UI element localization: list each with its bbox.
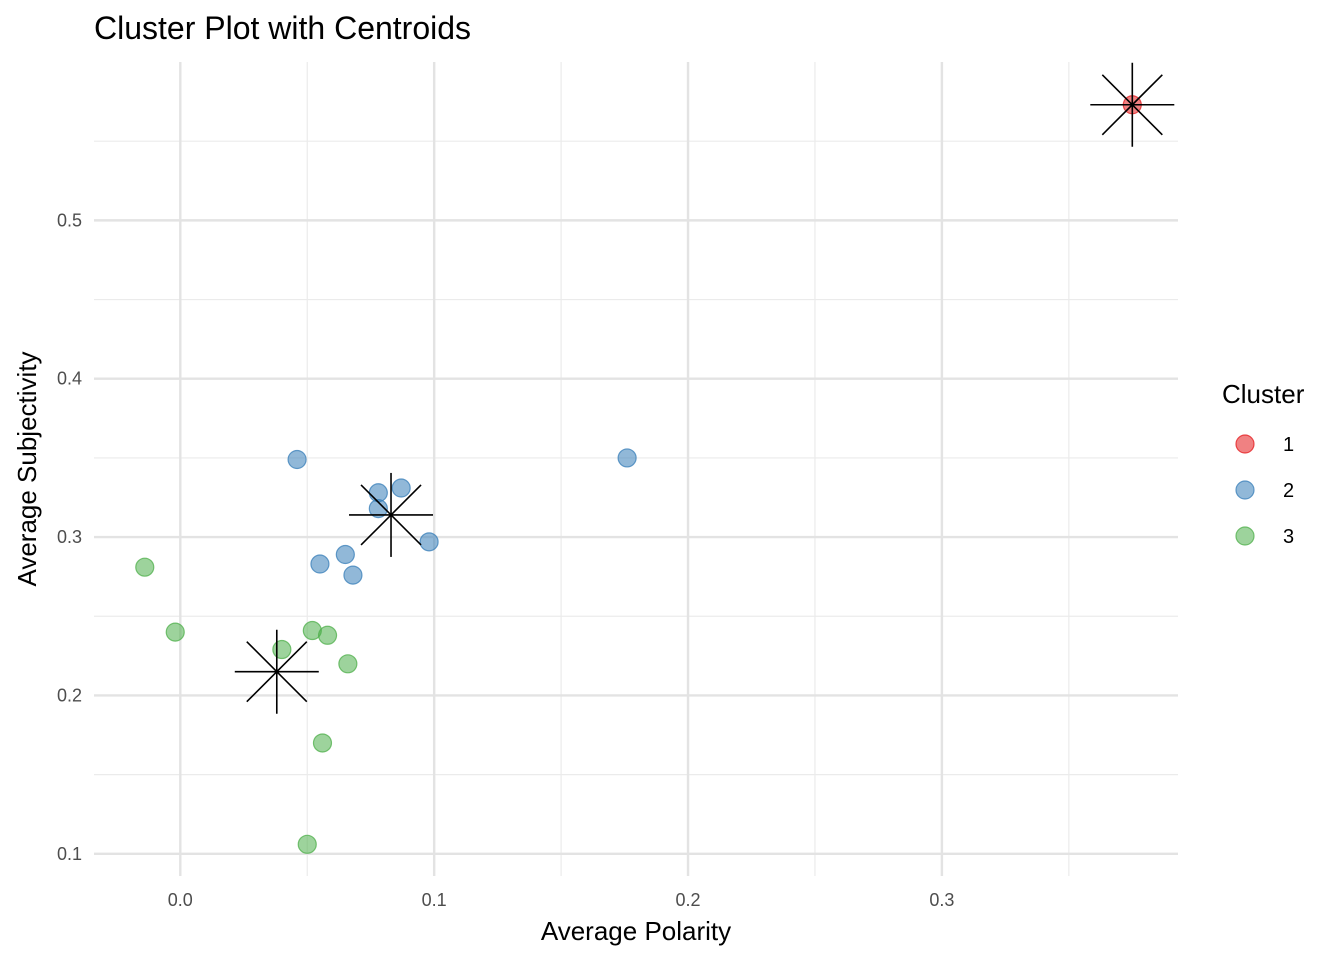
centroid-stroke	[246, 641, 308, 703]
data-point-cluster-3	[317, 625, 338, 645]
y-tick-label: 0.5	[57, 210, 82, 230]
legend-key-1	[1235, 434, 1255, 454]
centroid-marker	[234, 629, 319, 714]
data-point-cluster-2	[617, 448, 637, 468]
data-point-cluster-2	[368, 498, 388, 519]
x-axis-title: Average Polarity	[541, 916, 731, 946]
centroids	[234, 62, 1175, 714]
chart-title: Cluster Plot with Centroids	[94, 10, 471, 46]
y-axis-title: Average Subjectivity	[12, 351, 42, 586]
legend-title: Cluster	[1222, 379, 1305, 409]
data-point-cluster-2	[391, 478, 411, 498]
centroid-marker	[349, 472, 434, 557]
data-point-cluster-2	[419, 532, 439, 552]
x-tick-label: 0.3	[929, 890, 954, 910]
data-point-cluster-2	[343, 565, 363, 585]
data-point-cluster-3	[297, 834, 317, 854]
legend-label-3: 3	[1283, 526, 1294, 548]
x-tick-label: 0.1	[422, 890, 447, 910]
centroid-marker	[1090, 62, 1175, 147]
y-tick-label: 0.2	[57, 685, 82, 705]
tick-labels: 0.0 0.1 0.2 0.3 0.1 0.2 0.3 0.4 0.5	[57, 210, 954, 910]
x-tick-label: 0.0	[168, 890, 193, 910]
data-point-cluster-3	[272, 639, 292, 660]
data-points	[135, 95, 1142, 854]
y-tick-label: 0.1	[57, 844, 82, 864]
x-tick-label: 0.2	[676, 890, 701, 910]
grid	[94, 62, 1178, 876]
data-point-cluster-2	[287, 449, 307, 470]
data-point-cluster-2	[335, 544, 355, 565]
data-point-cluster-3	[135, 557, 155, 577]
legend-label-1: 1	[1283, 434, 1294, 456]
y-tick-label: 0.3	[57, 527, 82, 547]
centroid-stroke	[360, 484, 422, 546]
centroid-stroke	[1101, 74, 1163, 136]
legend-key-3	[1235, 526, 1255, 546]
data-point-cluster-3	[338, 654, 358, 674]
data-point-cluster-2	[310, 554, 330, 574]
data-point-cluster-3	[312, 733, 333, 753]
y-tick-label: 0.4	[57, 369, 82, 389]
legend: Cluster 1 2 3	[1222, 379, 1305, 548]
legend-label-2: 2	[1283, 480, 1294, 502]
data-point-cluster-3	[165, 622, 185, 642]
legend-key-2	[1235, 480, 1255, 500]
